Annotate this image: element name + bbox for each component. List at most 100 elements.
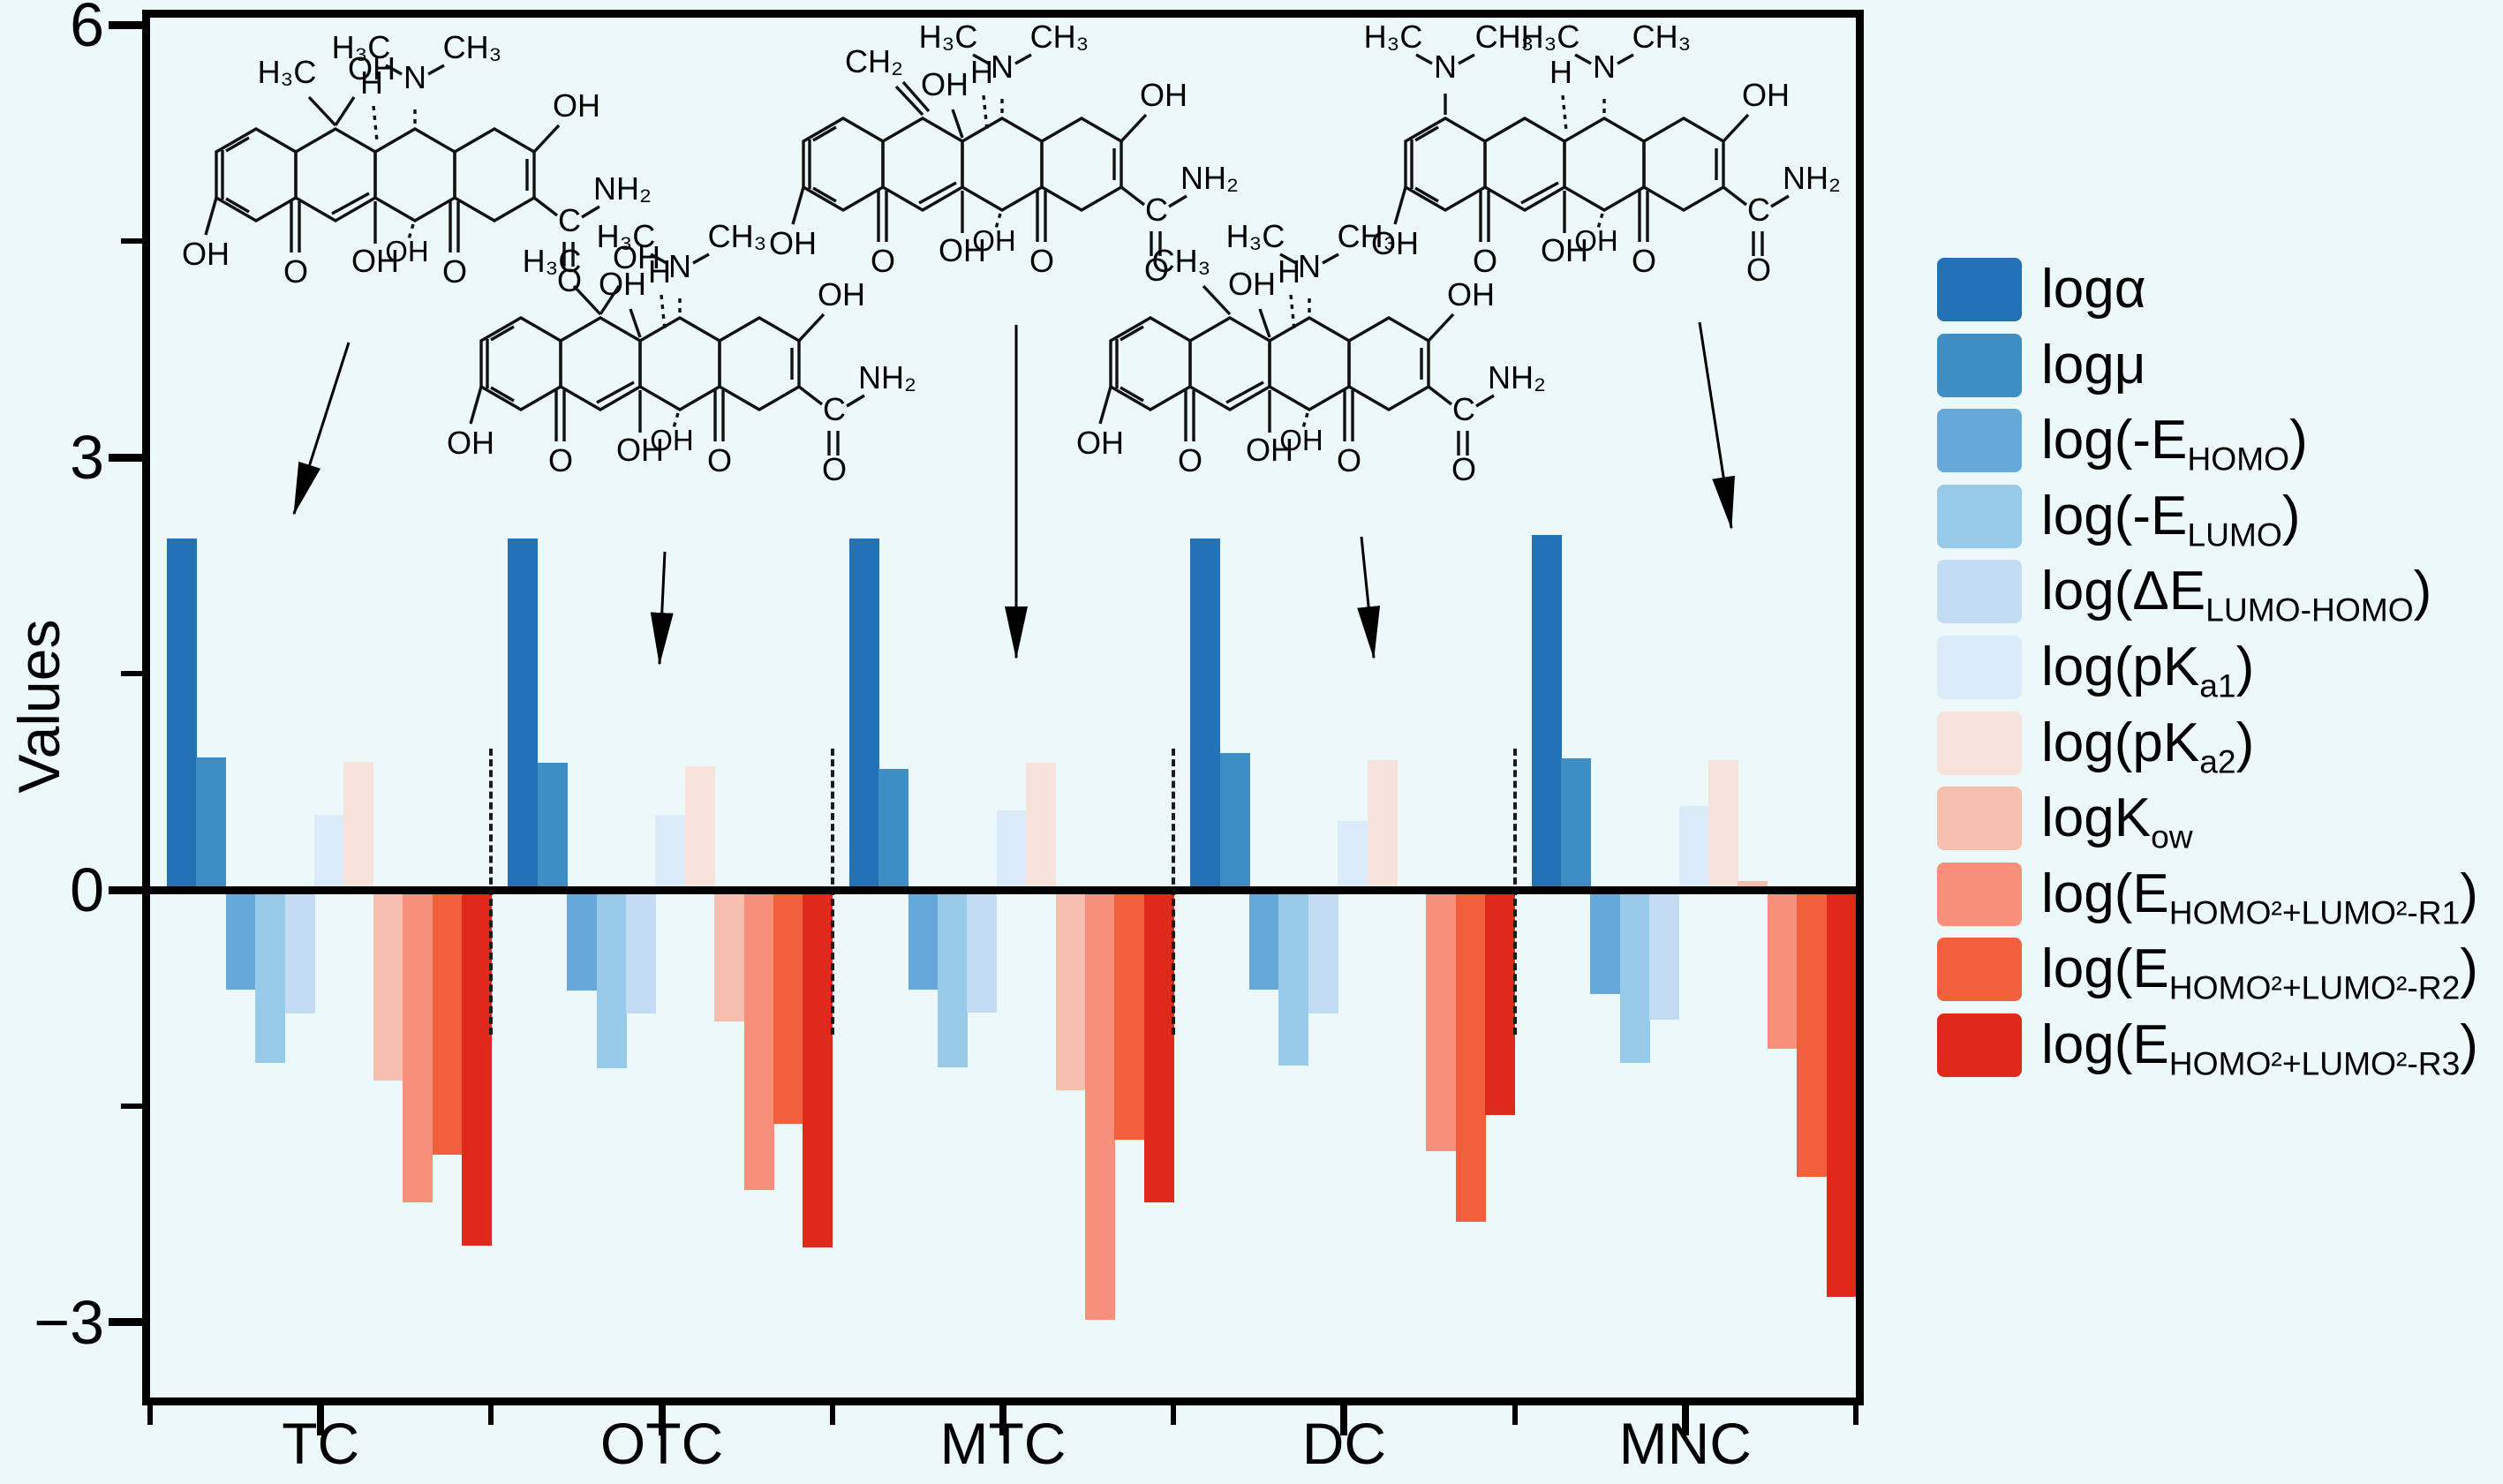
x-tick-minor xyxy=(1853,1405,1858,1425)
molecule-label: OH xyxy=(348,50,396,87)
molecule-label: OH xyxy=(818,276,865,313)
bar-TC-1 xyxy=(196,757,227,890)
molecule-label: O xyxy=(822,451,847,487)
y-tick xyxy=(109,453,142,462)
legend-swatch xyxy=(1937,1013,2022,1077)
bar-MNC-6 xyxy=(1708,760,1738,890)
molecule-label: OH xyxy=(447,425,494,461)
molecule-label: H₃C xyxy=(1226,218,1285,254)
bar-DC-1 xyxy=(1219,752,1250,890)
bar-DC-8 xyxy=(1426,890,1457,1151)
molecule-label: OH xyxy=(939,232,986,268)
bar-MTC-10 xyxy=(1143,890,1174,1203)
bar-MNC-2 xyxy=(1590,890,1621,994)
legend-label: log(pKa1) xyxy=(2041,637,2255,704)
molecule-label: C xyxy=(1747,192,1770,228)
legend-label: log(-ELUMO) xyxy=(2041,485,2301,554)
bar-TC-6 xyxy=(343,761,374,890)
bar-MNC-8 xyxy=(1767,890,1798,1049)
molecule-label: OH xyxy=(553,87,600,124)
legend-label: logμ xyxy=(2041,334,2146,395)
molecule-label: OH xyxy=(613,239,660,275)
legend-label: log(-EHOMO) xyxy=(2041,410,2308,478)
y-tick-label: 3 xyxy=(70,423,104,493)
y-tick-minor xyxy=(121,671,142,677)
x-tick xyxy=(999,1405,1006,1435)
molecule-label: N xyxy=(1593,49,1616,85)
x-tick-minor xyxy=(147,1405,153,1425)
bar-OTC-0 xyxy=(508,538,539,890)
molecule-label: H xyxy=(360,64,383,101)
molecule-label: CH₃ xyxy=(1338,218,1397,254)
molecule-label: O xyxy=(1746,252,1771,288)
legend-label: log(ΔELUMO-HOMO) xyxy=(2041,561,2432,629)
legend-label: logα xyxy=(2041,259,2146,320)
molecule-label: NH₂ xyxy=(1783,160,1841,196)
molecule-label: OH xyxy=(616,432,664,468)
molecule-label: O xyxy=(1178,442,1202,478)
molecule-label: NH₂ xyxy=(1488,359,1546,395)
molecule-label: N xyxy=(991,49,1014,85)
bar-MTC-7 xyxy=(1055,890,1086,1090)
y-tick-minor xyxy=(121,238,142,245)
molecule-label: N xyxy=(1434,49,1457,85)
bar-MTC-3 xyxy=(938,890,968,1067)
x-tick xyxy=(1340,1405,1348,1435)
molecule-label: NH₂ xyxy=(1180,160,1239,196)
bar-OTC-3 xyxy=(596,890,627,1069)
legend-swatch xyxy=(1937,409,2022,473)
y-tick-label: 6 xyxy=(70,0,104,60)
bar-TC-4 xyxy=(284,890,315,1014)
bar-TC-8 xyxy=(403,890,434,1203)
bar-DC-6 xyxy=(1367,760,1398,890)
molecule-label: H₃C xyxy=(258,54,317,90)
molecule-label: NH₂ xyxy=(593,170,652,207)
bar-MNC-3 xyxy=(1619,890,1650,1063)
molecule-label: OH xyxy=(769,225,817,261)
y-axis-title: Values xyxy=(6,619,72,794)
molecule-label: OH xyxy=(182,236,230,272)
legend-swatch xyxy=(1937,862,2022,926)
bar-DC-4 xyxy=(1308,890,1338,1014)
annotation-arrow xyxy=(650,551,674,666)
molecule-label: OH xyxy=(1447,276,1495,313)
bar-DC-2 xyxy=(1249,890,1279,990)
bar-MTC-5 xyxy=(996,810,1027,890)
molecule-label: O xyxy=(1029,243,1054,279)
legend-swatch xyxy=(1937,711,2022,775)
legend-swatch xyxy=(1937,333,2022,397)
molecule-label: CH₃ xyxy=(1152,243,1211,279)
bar-TC-7 xyxy=(373,890,403,1081)
molecule-label: O xyxy=(283,253,308,290)
molecule-label: N xyxy=(1298,248,1321,284)
x-tick xyxy=(317,1405,325,1435)
bar-MNC-7 xyxy=(1738,881,1768,890)
molecule-label: OH xyxy=(1279,424,1323,456)
molecule-label: H xyxy=(1278,253,1301,290)
molecule-label: N xyxy=(668,248,691,284)
bar-MNC-1 xyxy=(1561,758,1591,890)
bar-OTC-9 xyxy=(773,890,803,1124)
molecule-label: CH₃ xyxy=(443,29,502,65)
molecule-label: C xyxy=(823,391,846,427)
y-tick xyxy=(109,885,142,894)
bar-MTC-8 xyxy=(1085,890,1115,1320)
annotation-arrow xyxy=(292,342,351,516)
x-tick-minor xyxy=(1512,1405,1518,1425)
y-tick-label: −3 xyxy=(34,1287,104,1357)
bar-MNC-10 xyxy=(1826,890,1857,1297)
molecule-label: H xyxy=(648,253,671,290)
bar-OTC-7 xyxy=(714,890,745,1021)
y-tick-label: 0 xyxy=(70,855,104,924)
bar-DC-5 xyxy=(1338,820,1368,890)
bar-OTC-4 xyxy=(626,890,656,1014)
bar-DC-9 xyxy=(1455,890,1486,1222)
legend-label: logKow xyxy=(2041,787,2193,855)
molecule-label: H₃C xyxy=(1521,19,1580,55)
legend-swatch xyxy=(1937,787,2022,851)
bar-DC-10 xyxy=(1485,890,1516,1115)
